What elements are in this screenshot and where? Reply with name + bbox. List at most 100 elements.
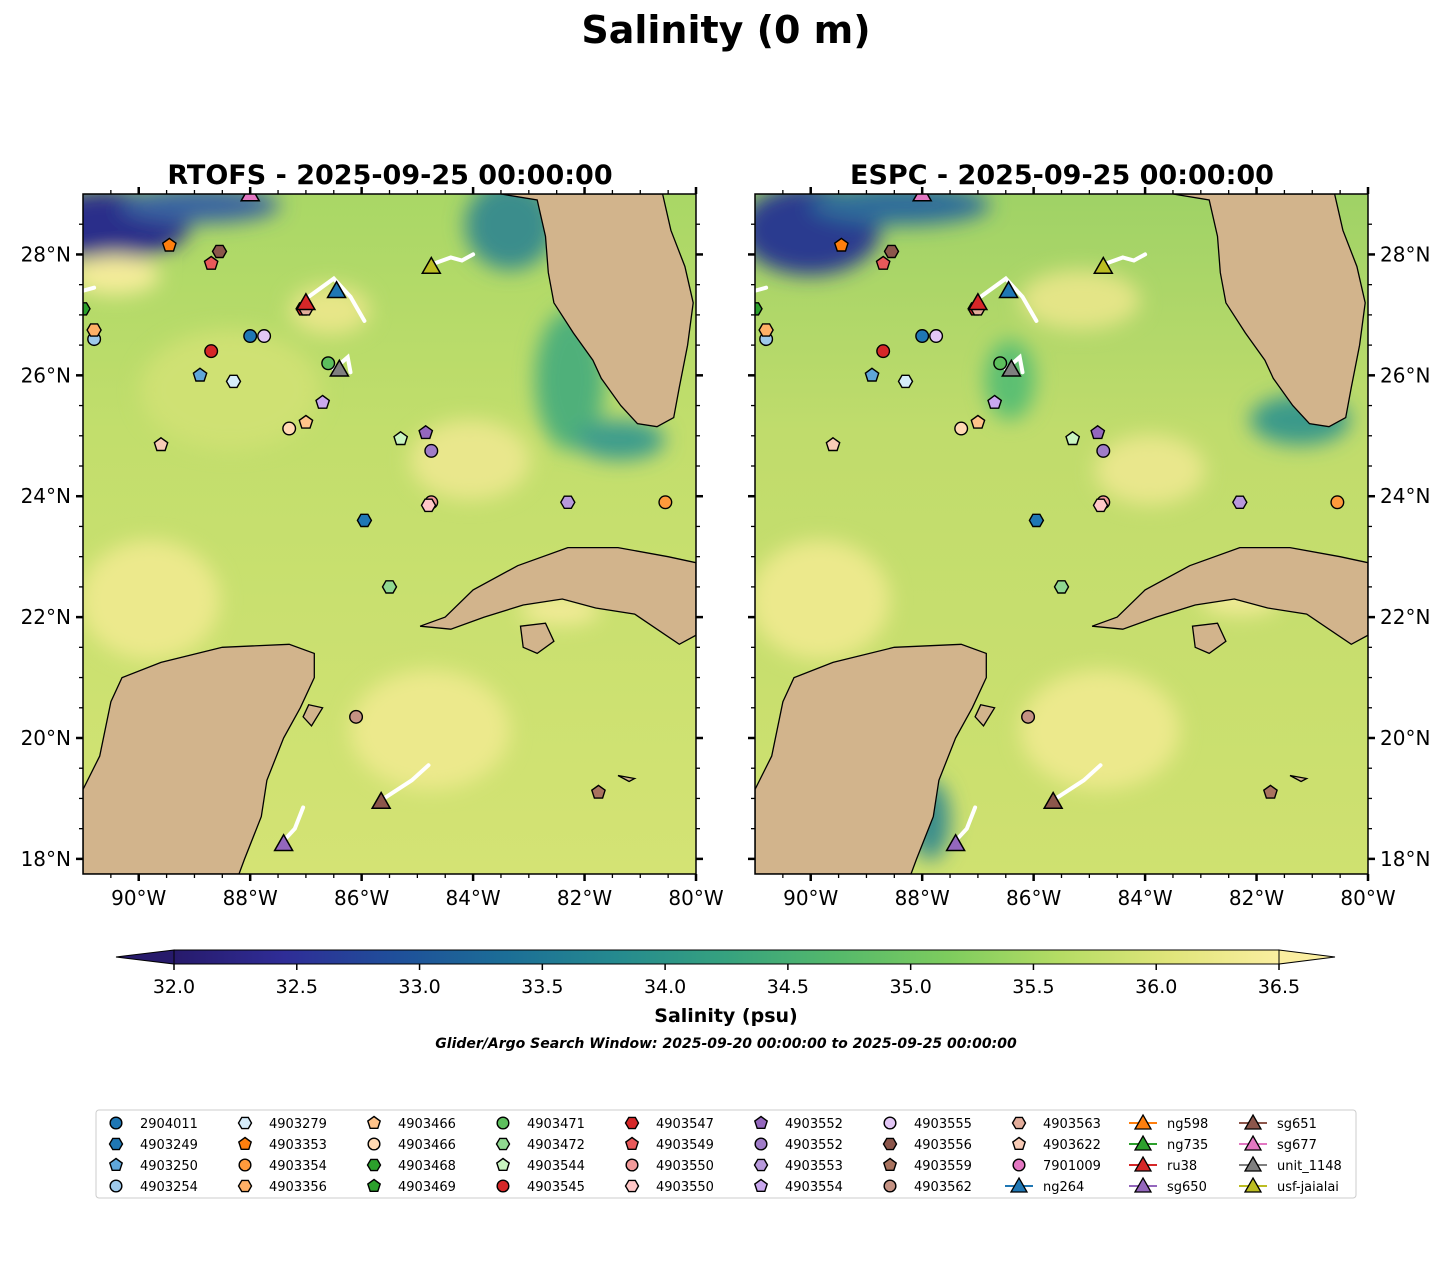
legend-label-sg651: sg651: [1277, 1117, 1317, 1132]
rtofs-argo-4903468-10: [83, 302, 91, 316]
legend-marker-4903469-0: [366, 1178, 382, 1193]
espc-glider-track-3: [953, 805, 978, 843]
rtofs-lon-tick-label: 84°W: [445, 886, 500, 910]
rtofs-argo-4903249-1: [356, 513, 373, 528]
rtofs-argo-4903622-29: [153, 436, 169, 452]
legend-label-4903550: 4903550: [656, 1180, 714, 1195]
legend-label-ng598: ng598: [1167, 1117, 1208, 1132]
legend-label-4903356: 4903356: [269, 1180, 327, 1195]
rtofs-argo-4903552-20: [418, 424, 434, 440]
espc-panel-title: ESPC - 2025-09-25 00:00:00: [850, 160, 1274, 191]
legend-label-4903563: 4903563: [1043, 1117, 1101, 1132]
espc-lat-tick-label: 22°N: [1380, 605, 1430, 629]
legend-label-ng735: ng735: [1167, 1138, 1208, 1153]
legend-marker-4903549-0: [624, 1136, 640, 1151]
rtofs-lon-tick-label: 88°W: [223, 886, 278, 910]
espc-argo-4903559-26: [1262, 784, 1278, 799]
rtofs-glider-ru38: [295, 292, 317, 311]
espc-glider-track-4: [1104, 252, 1148, 266]
legend-label-4903468: 4903468: [398, 1159, 456, 1174]
rtofs-land-yucatan: [83, 643, 315, 874]
rtofs-argo-4903471-12: [321, 356, 336, 371]
legend-glider-marker-ru38: [1133, 1155, 1153, 1172]
rtofs-argo-4903472-13: [381, 580, 398, 594]
rtofs-salinity-features: [83, 194, 665, 790]
rtofs-glider-track-2: [381, 763, 431, 801]
search-window-note: Glider/Argo Search Window: 2025-09-20 00…: [435, 1036, 1017, 1052]
legend-marker-2904011-0: [109, 1116, 123, 1130]
legend-label-4903547: 4903547: [656, 1117, 714, 1132]
legend-marker-4903472-0: [495, 1137, 511, 1151]
legend-label-4903466: 4903466: [398, 1117, 456, 1132]
legend-label-4903556: 4903556: [914, 1138, 972, 1153]
espc-glider-ng598: [718, 306, 736, 322]
legend-label-4903552: 4903552: [785, 1138, 843, 1153]
rtofs-land-cozumel: [302, 704, 324, 727]
rtofs-lat-tick-label: 28°N: [21, 242, 71, 266]
legend-label-4903552: 4903552: [785, 1117, 843, 1132]
legend-label-2904011: 2904011: [140, 1117, 198, 1132]
espc-argo-4903472-13: [1053, 580, 1070, 594]
rtofs-lat-tick-label: 22°N: [21, 605, 71, 629]
colorbar-tick-label: 35.0: [890, 976, 932, 998]
rtofs-argo-4903556-25: [211, 244, 228, 259]
espc-argo-4903249-1: [1028, 513, 1045, 528]
rtofs-glider-sg650: [273, 833, 294, 852]
rtofs-argo-4903356-7: [86, 323, 102, 337]
espc-lon-tick-label: 88°W: [895, 886, 950, 910]
legend-label-4903562: 4903562: [914, 1180, 972, 1195]
espc-argo-4903466-9: [954, 421, 969, 436]
colorbar-tick-label: 35.5: [1012, 976, 1054, 998]
espc-argo-4903622-29: [825, 436, 841, 452]
colorbar-ticks: 32.0 32.5 33.0 33.5 34.0 34.5 35.0 35.5 36.0 36.5: [153, 964, 1300, 998]
espc-glider-track-5: [755, 285, 769, 293]
espc-lon-tick-label: 90°W: [783, 886, 838, 910]
espc-land-florida: [1172, 194, 1366, 428]
colorbar-tick-label: 32.5: [276, 976, 318, 998]
espc-argo-4903466-8: [970, 414, 986, 429]
espc-lat-tick-label: 26°N: [1380, 363, 1430, 387]
espc-glider-sg650: [945, 833, 966, 852]
legend-marker-4903545-0: [496, 1179, 510, 1193]
legend-marker-4903550-0: [625, 1158, 639, 1172]
rtofs-lat-tick-label: 20°N: [21, 726, 71, 750]
espc-glider-sg651: [1042, 790, 1064, 809]
rtofs-argo-4903279-4: [225, 374, 242, 389]
rtofs-argo-4903559-26: [590, 784, 606, 799]
colorbar-tick-label: 33.0: [398, 976, 440, 998]
rtofs-lat-tick-label: 26°N: [21, 363, 71, 387]
espc-argo-7901009-30: [726, 357, 739, 370]
rtofs-land-florida: [500, 194, 694, 428]
legend-glider-marker-sg650: [1133, 1176, 1153, 1193]
rtofs-argo-4903466-8: [298, 414, 314, 429]
legend-marker-4903468-0: [366, 1158, 382, 1172]
legend-marker-4903356-0: [237, 1179, 253, 1193]
rtofs-glider-track-5: [83, 285, 97, 293]
espc-map-panel: ESPC - 2025-09-25 00:00:00 90°W 88°W 86°W 8…: [718, 160, 1430, 910]
rtofs-panel-title: RTOFS - 2025-09-25 00:00:00: [167, 160, 612, 191]
espc-glider-track-2: [1053, 763, 1103, 801]
legend-label-4903553: 4903553: [785, 1159, 843, 1174]
espc-glider-ru38: [967, 292, 989, 311]
legend-marker-4903279-0: [237, 1116, 253, 1130]
espc-lon-tick-label: 80°W: [1340, 886, 1395, 910]
rtofs-argo-4903549-17: [203, 255, 219, 270]
rtofs-glider-ng264: [326, 280, 347, 299]
legend-marker-4903563-0: [1011, 1116, 1027, 1130]
legend-marker-4903466-0: [366, 1115, 382, 1130]
rtofs-argo-4903354-6: [658, 495, 673, 510]
legend-marker-4903556-0: [882, 1137, 898, 1151]
espc-argo-4903554-23: [987, 394, 1003, 409]
legend-marker-7901009-0: [1012, 1158, 1026, 1172]
colorbar-label: Salinity (psu): [654, 1005, 797, 1027]
legend-marker-4903249-0: [108, 1137, 124, 1151]
legend-label-4903353: 4903353: [269, 1138, 327, 1153]
legend-label-4903250: 4903250: [140, 1159, 198, 1174]
legend-label-4903249: 4903249: [140, 1138, 198, 1153]
colorbar-tick-label: 34.0: [644, 976, 686, 998]
espc-glider-sg677: [911, 194, 933, 202]
legend-label-4903254: 4903254: [140, 1180, 198, 1195]
legend-glider-marker-ng264: [1009, 1176, 1029, 1193]
rtofs-argo-4903552-21: [424, 443, 439, 458]
